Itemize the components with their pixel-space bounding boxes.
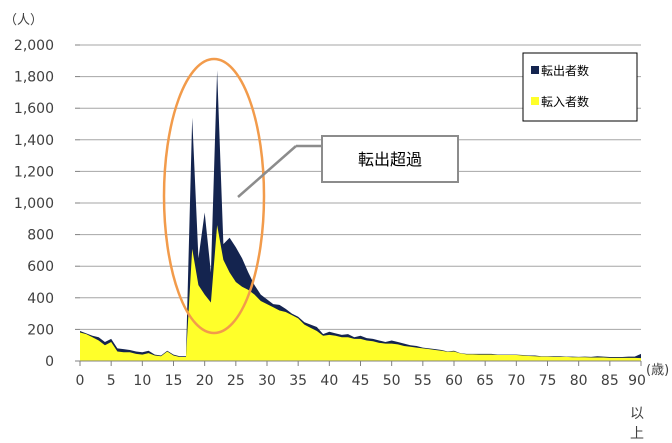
x-last-suffix-2: 上 [630,426,644,442]
legend-box [522,52,638,122]
x-tick-label-18: 90 [628,373,646,389]
x-tick-label-14: 70 [507,373,525,389]
y-tick-label-5: 1,000 [14,196,54,212]
y-tick-label-9: 1,800 [14,70,54,86]
x-tick-label-17: 85 [601,373,619,389]
legend-swatch-outflow [531,66,539,74]
x-tick-label-4: 20 [196,373,214,389]
legend-label-outflow: 転出者数 [541,63,589,78]
x-tick-labels: 0 5 10 15 20 25 30 35 40 45 50 55 60 65 70 75 80 85 90 [76,373,646,389]
legend-swatch-inflow [531,97,539,105]
x-tick-label-3: 15 [165,373,183,389]
y-tick-label-2: 400 [27,291,54,307]
area-series-inflow [80,225,641,361]
x-tick-label-11: 55 [414,373,432,389]
y-tick-label-8: 1,600 [14,101,54,117]
annotation-pointer-line [237,145,297,198]
x-tick-label-12: 60 [445,373,463,389]
legend-label-inflow: 転入者数 [541,94,589,109]
annotation-box [321,135,459,183]
y-unit-label: （人） [4,13,43,28]
x-unit-label: (歳) [646,363,669,378]
highlight-ellipse [162,57,266,335]
x-tick-label-5: 25 [227,373,245,389]
x-tick-label-2: 10 [133,373,151,389]
legend: 転出者数 転入者数 [522,52,638,122]
axes [75,44,642,366]
x-tick-label-13: 65 [476,373,494,389]
y-tick-label-6: 1,200 [14,164,54,180]
area-series [80,70,641,361]
x-tick-label-0: 0 [76,373,85,389]
y-tick-label-1: 200 [27,322,54,338]
x-tick-label-15: 75 [539,373,557,389]
x-tick-label-9: 45 [352,373,370,389]
y-tick-label-10: 2,000 [14,38,54,54]
x-tick-label-16: 80 [570,373,588,389]
y-tick-labels: 0 200 400 600 800 1,000 1,200 1,400 1,600 1,800 2,… [14,38,54,370]
x-tick-label-8: 40 [320,373,338,389]
x-tick-label-10: 50 [383,373,401,389]
x-tick-label-7: 35 [289,373,307,389]
y-tick-label-7: 1,400 [14,133,54,149]
y-tick-label-4: 800 [27,228,54,244]
y-tick-label-0: 0 [45,354,54,370]
x-tick-label-6: 30 [258,373,276,389]
y-tick-label-3: 600 [27,259,54,275]
annotation-text: 転出超過 [358,150,422,169]
x-last-suffix-1: 以 [630,406,644,422]
x-tick-label-1: 5 [107,373,116,389]
